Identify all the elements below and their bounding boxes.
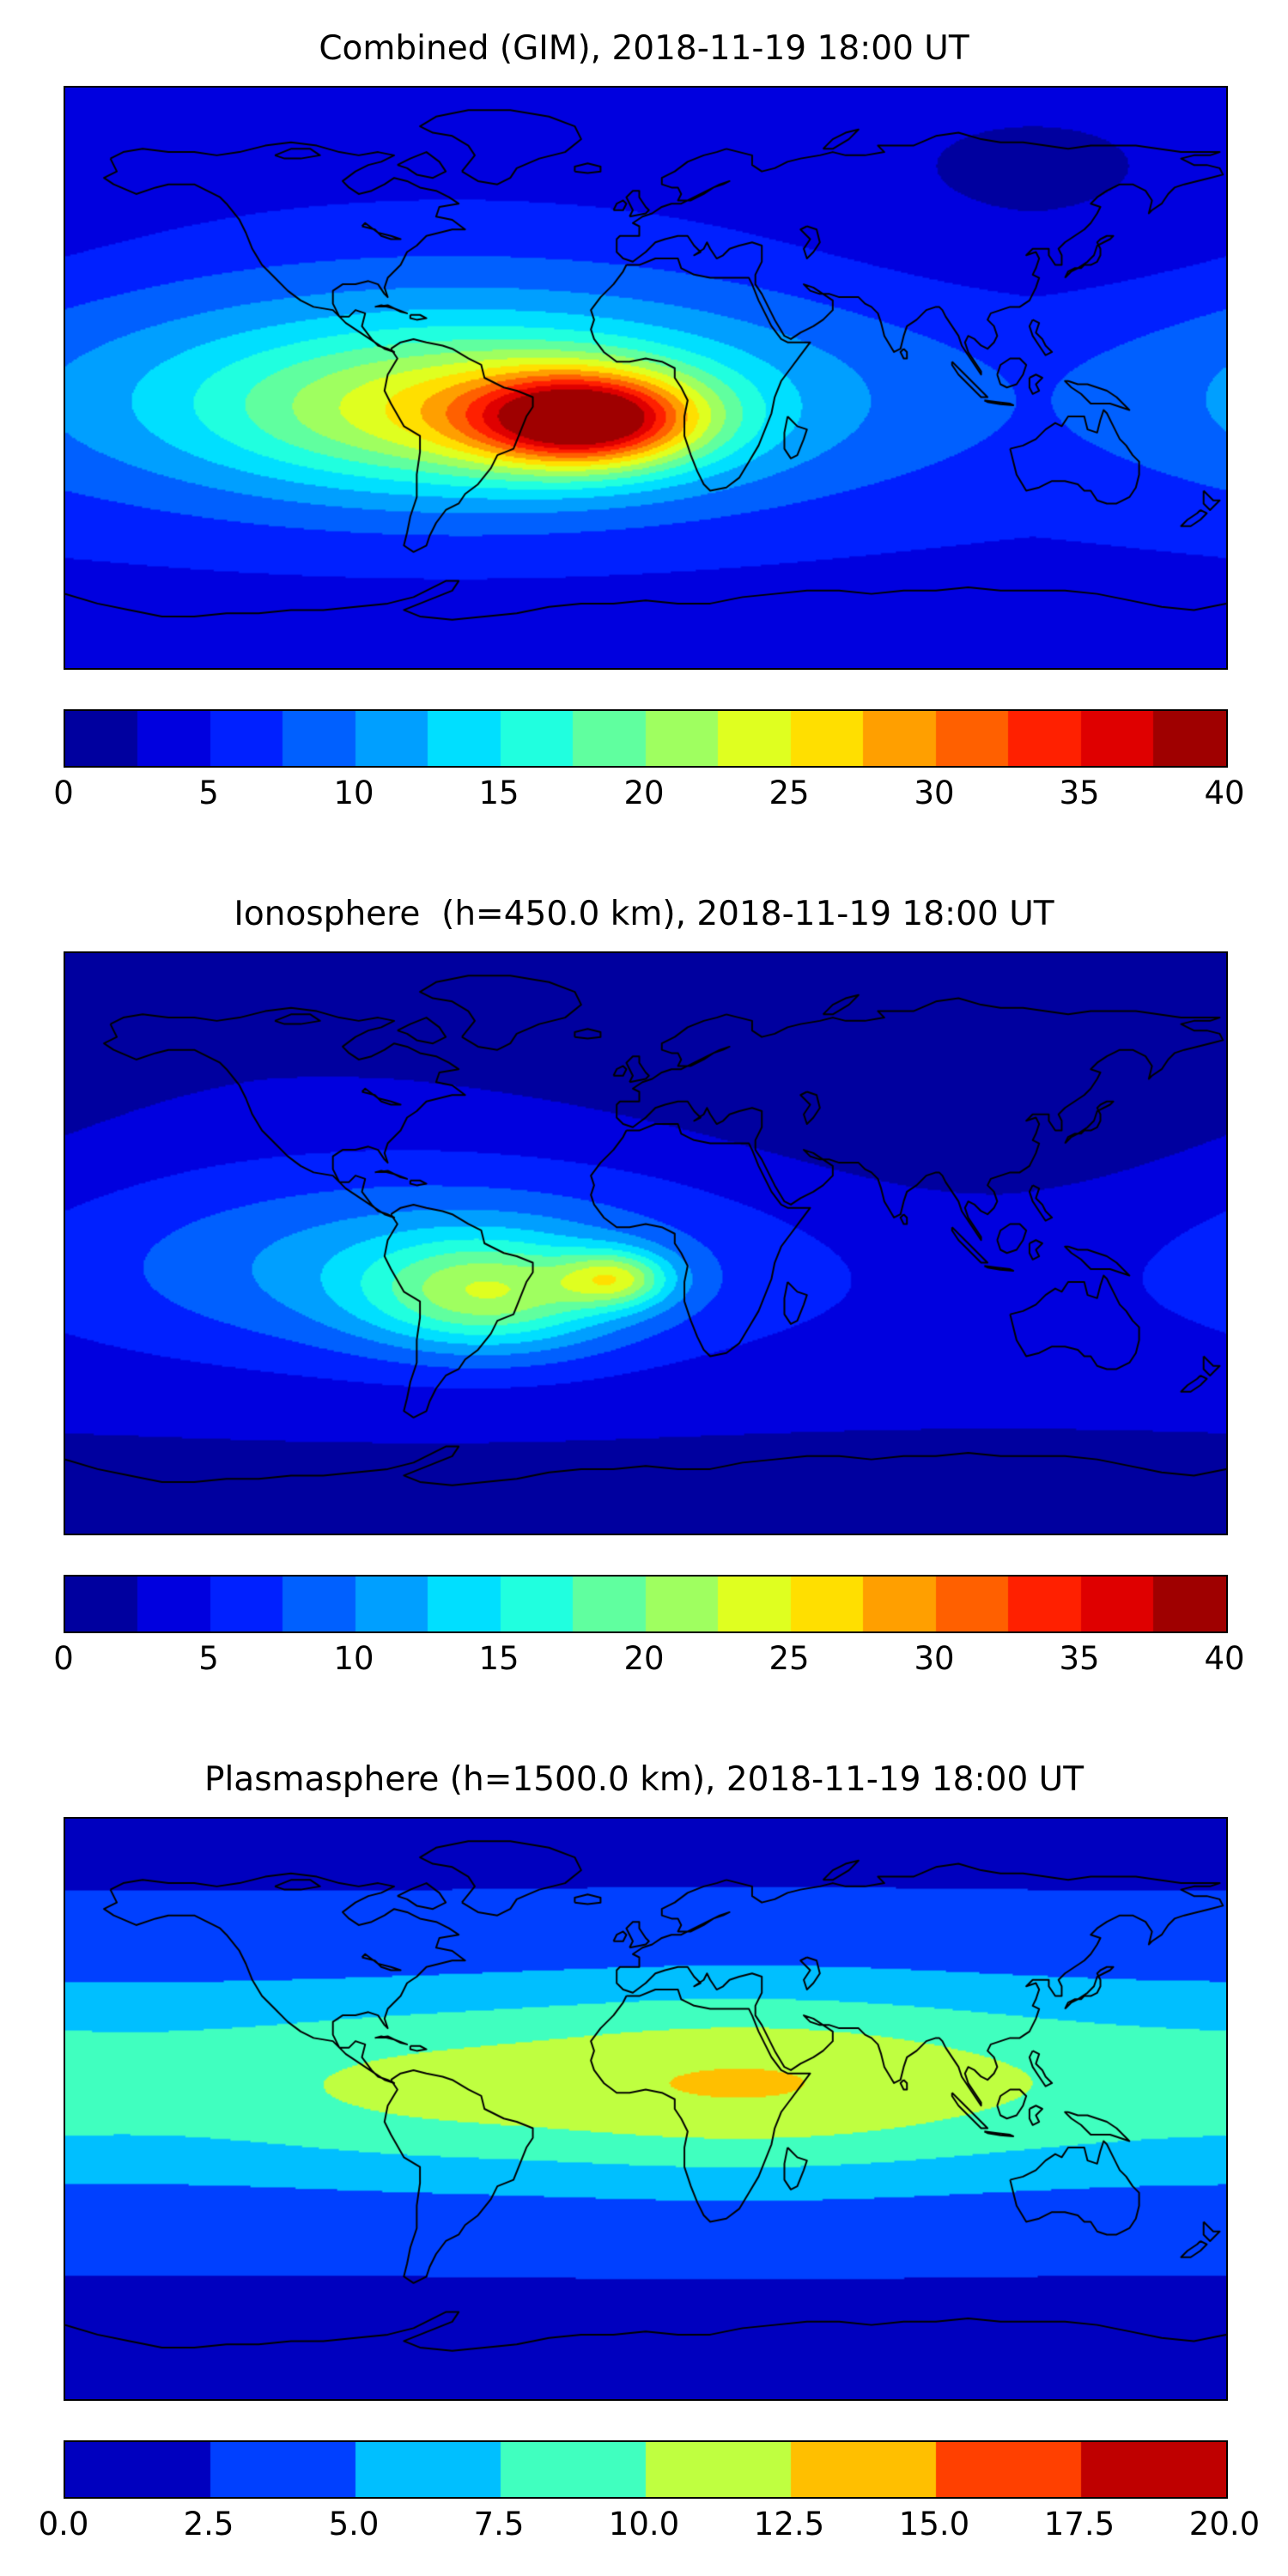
colorbar-tick-label: 15.0 <box>898 2506 970 2543</box>
colorbar-tick-label: 0 <box>53 775 74 811</box>
colorbar-tick-label: 7.5 <box>473 2506 525 2543</box>
colorbar-tick-label: 25 <box>769 775 810 811</box>
map-ionosphere <box>64 951 1228 1535</box>
colorbar-combined <box>64 709 1228 768</box>
colorbar-tick-label: 20 <box>623 775 665 811</box>
colorbar-plasmasphere <box>64 2440 1228 2499</box>
colorbar-tick-label: 15 <box>478 1640 519 1677</box>
colorbar-tick-label: 20 <box>623 1640 665 1677</box>
colorbar-tick-label: 15 <box>478 775 519 811</box>
colorbar-tick-label: 25 <box>769 1640 810 1677</box>
coastlines-canvas-combined <box>65 88 1226 668</box>
colorbar-tick-label: 30 <box>914 775 955 811</box>
colorbar-tick-label: 0.0 <box>38 2506 89 2543</box>
coastlines-canvas-ionosphere <box>65 953 1226 1534</box>
colorbar-ticks-combined: 0 5 10 15 20 25 30 35 40 <box>53 775 1244 823</box>
colorbar-tick-label: 17.5 <box>1043 2506 1115 2543</box>
colorbar-tick-label: 10 <box>333 775 374 811</box>
colorbar-canvas-ionosphere <box>65 1577 1226 1631</box>
colorbar-tick-label: 10.0 <box>608 2506 680 2543</box>
panel-title-plasmasphere: Plasmasphere (h=1500.0 km), 2018-11-19 1… <box>204 1760 1084 1799</box>
colorbar-tick-label: 5 <box>198 1640 219 1677</box>
colorbar-tick-label: 2.5 <box>183 2506 234 2543</box>
colorbar-tick-label: 0 <box>53 1640 74 1677</box>
colorbar-tick-label: 35 <box>1059 775 1100 811</box>
panel-title-combined: Combined (GIM), 2018-11-19 18:00 UT <box>319 29 969 68</box>
colorbar-canvas-combined <box>65 711 1226 766</box>
colorbar-ticks-ionosphere: 0 5 10 15 20 25 30 35 40 <box>53 1640 1244 1688</box>
colorbar-tick-label: 40 <box>1204 775 1245 811</box>
colorbar-tick-label: 30 <box>914 1640 955 1677</box>
colorbar-tick-label: 5 <box>198 775 219 811</box>
colorbar-tick-label: 12.5 <box>753 2506 825 2543</box>
panel-title-ionosphere: Ionosphere (h=450.0 km), 2018-11-19 18:0… <box>234 895 1054 933</box>
panel-ionosphere: Ionosphere (h=450.0 km), 2018-11-19 18:0… <box>53 895 1244 1688</box>
colorbar-ionosphere <box>64 1575 1228 1633</box>
colorbar-tick-label: 35 <box>1059 1640 1100 1677</box>
colorbar-tick-label: 5.0 <box>328 2506 380 2543</box>
colorbar-ticks-plasmasphere: 0.0 2.5 5.0 7.5 10.0 12.5 15.0 17.5 20.0 <box>39 2506 1261 2554</box>
map-combined <box>64 86 1228 670</box>
coastlines-canvas-plasmasphere <box>65 1819 1226 2399</box>
panel-combined-gim: Combined (GIM), 2018-11-19 18:00 UT 0 5 10… <box>53 29 1244 823</box>
colorbar-tick-label: 40 <box>1204 1640 1245 1677</box>
panel-plasmasphere: Plasmasphere (h=1500.0 km), 2018-11-19 1… <box>39 1760 1261 2554</box>
colorbar-tick-label: 10 <box>333 1640 374 1677</box>
map-plasmasphere <box>64 1817 1228 2401</box>
colorbar-tick-label: 20.0 <box>1188 2506 1261 2543</box>
colorbar-canvas-plasmasphere <box>65 2442 1226 2497</box>
